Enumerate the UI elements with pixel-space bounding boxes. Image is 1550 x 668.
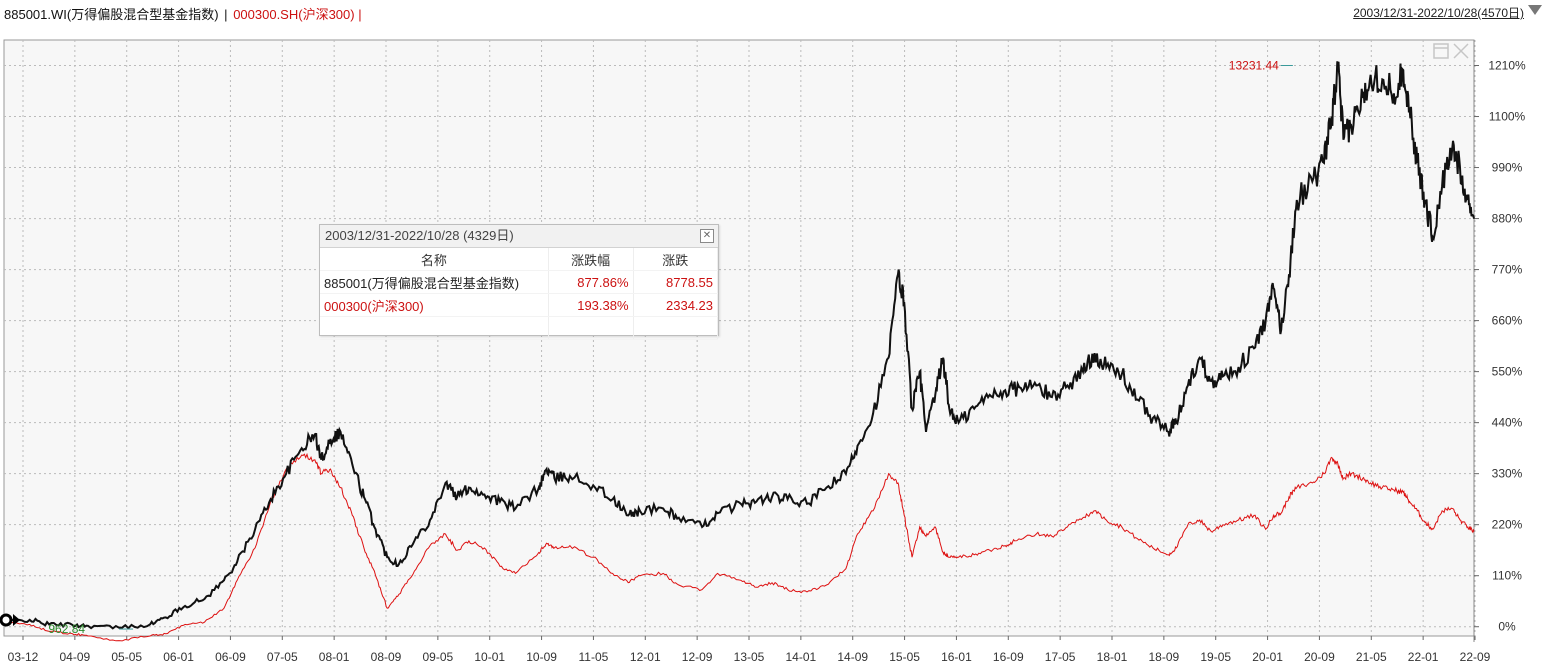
- max-value-label: 13231.44: [1229, 59, 1279, 73]
- table-row: [320, 316, 719, 340]
- series-legend: 885001.WI(万得偏股混合型基金指数) | 000300.SH(沪深300…: [4, 4, 362, 23]
- range-summary-panel: 2003/12/31-2022/10/28 (4329日) ✕ 名称 涨跌幅 涨…: [319, 224, 719, 340]
- x-tick-label: 05-05: [111, 650, 142, 664]
- x-tick-label: 13-05: [734, 650, 765, 664]
- y-tick-label: 660%: [1492, 314, 1523, 328]
- chart-window-controls: [1433, 43, 1469, 59]
- start-marker-icon[interactable]: [0, 613, 20, 627]
- series-a-label[interactable]: 885001.WI(万得偏股混合型基金指数): [4, 7, 219, 22]
- y-tick-label: 550%: [1492, 365, 1523, 379]
- chart-header: 885001.WI(万得偏股混合型基金指数) | 000300.SH(沪深300…: [0, 0, 1550, 22]
- x-tick-label: 04-09: [60, 650, 91, 664]
- close-icon[interactable]: [1453, 43, 1469, 59]
- x-axis: 03-12 04-09 05-05 06-01 06-09 07-05 08-01 08-09…: [8, 636, 1491, 664]
- grid-lines: [4, 40, 1476, 636]
- x-tick-label: 22-01: [1408, 650, 1439, 664]
- window-maximize-icon[interactable]: [1433, 43, 1449, 59]
- x-tick-label: 11-05: [579, 650, 609, 664]
- series-a-line: [3, 61, 1475, 630]
- row-chg: 2334.23: [633, 293, 719, 317]
- summary-table: 名称 涨跌幅 涨跌 885001(万得偏股混合型基金指数) 877.86% 87…: [320, 248, 719, 340]
- date-range-selector[interactable]: 2003/12/31-2022/10/28(4570日): [1353, 6, 1524, 20]
- series-b-label[interactable]: 000300.SH(沪深300): [233, 7, 355, 22]
- y-tick-label: 330%: [1492, 467, 1523, 481]
- y-tick-label: 110%: [1492, 569, 1522, 583]
- x-tick-label: 12-01: [630, 650, 661, 664]
- x-tick-label: 18-01: [1097, 650, 1128, 664]
- close-icon[interactable]: ✕: [700, 229, 714, 243]
- legend-separator: |: [224, 7, 228, 22]
- x-tick-label: 19-05: [1200, 650, 1231, 664]
- row-name: 000300(沪深300): [320, 293, 549, 317]
- x-tick-label: 08-01: [319, 650, 350, 664]
- row-name: 885001(万得偏股混合型基金指数): [320, 270, 549, 294]
- summary-title-text: 2003/12/31-2022/10/28 (4329日): [325, 228, 514, 243]
- y-axis: 1210% 1100% 990% 880% 770% 660% 550% 440% 330% 22…: [1473, 40, 1526, 642]
- x-tick-label: 08-09: [371, 650, 402, 664]
- x-tick-label: 10-01: [474, 650, 505, 664]
- x-tick-label: 20-01: [1252, 650, 1283, 664]
- col-pct-header: 涨跌幅: [548, 248, 634, 271]
- plot-area: [3, 39, 1475, 637]
- y-tick-label: 770%: [1492, 263, 1523, 277]
- x-tick-label: 06-01: [163, 650, 194, 664]
- y-tick-label: 0%: [1498, 620, 1516, 634]
- x-tick-label: 14-01: [786, 650, 817, 664]
- table-row[interactable]: 000300(沪深300) 193.38% 2334.23: [320, 293, 719, 317]
- x-tick-label: 20-09: [1304, 650, 1335, 664]
- summary-title: 2003/12/31-2022/10/28 (4329日) ✕: [320, 225, 718, 248]
- y-tick-label: 220%: [1492, 518, 1523, 532]
- legend-trailing-separator: |: [358, 7, 362, 22]
- x-tick-label: 17-05: [1045, 650, 1076, 664]
- col-name-header: 名称: [320, 248, 549, 271]
- row-chg: 8778.55: [633, 270, 719, 294]
- x-tick-label: 03-12: [8, 650, 39, 664]
- y-tick-label: 440%: [1492, 416, 1523, 430]
- x-tick-label: 15-05: [889, 650, 920, 664]
- series-b-line: [3, 452, 1475, 642]
- row-pct: 193.38%: [548, 293, 634, 317]
- col-chg-header: 涨跌: [633, 248, 719, 271]
- x-tick-label: 12-09: [682, 650, 713, 664]
- min-value-label: 962.84: [48, 622, 85, 636]
- dropdown-arrow-icon[interactable]: [1528, 5, 1542, 15]
- x-tick-label: 09-05: [423, 650, 454, 664]
- y-tick-label: 990%: [1492, 161, 1523, 175]
- summary-header-row: 名称 涨跌幅 涨跌: [320, 248, 719, 271]
- y-tick-label: 1210%: [1488, 59, 1526, 73]
- x-tick-label: 16-01: [941, 650, 972, 664]
- row-pct: 877.86%: [548, 270, 634, 294]
- x-tick-label: 18-09: [1149, 650, 1180, 664]
- y-tick-label: 1100%: [1489, 110, 1526, 124]
- x-tick-label: 22-09: [1460, 650, 1491, 664]
- table-row[interactable]: 885001(万得偏股混合型基金指数) 877.86% 8778.55: [320, 270, 719, 294]
- x-tick-label: 06-09: [215, 650, 246, 664]
- chart-annotations: 13231.44 962.84: [48, 59, 1293, 636]
- y-tick-label: 880%: [1492, 212, 1523, 226]
- x-tick-label: 16-09: [993, 650, 1024, 664]
- x-tick-label: 21-05: [1356, 650, 1387, 664]
- x-tick-label: 14-09: [837, 650, 868, 664]
- x-tick-label: 10-09: [526, 650, 557, 664]
- x-tick-label: 07-05: [267, 650, 298, 664]
